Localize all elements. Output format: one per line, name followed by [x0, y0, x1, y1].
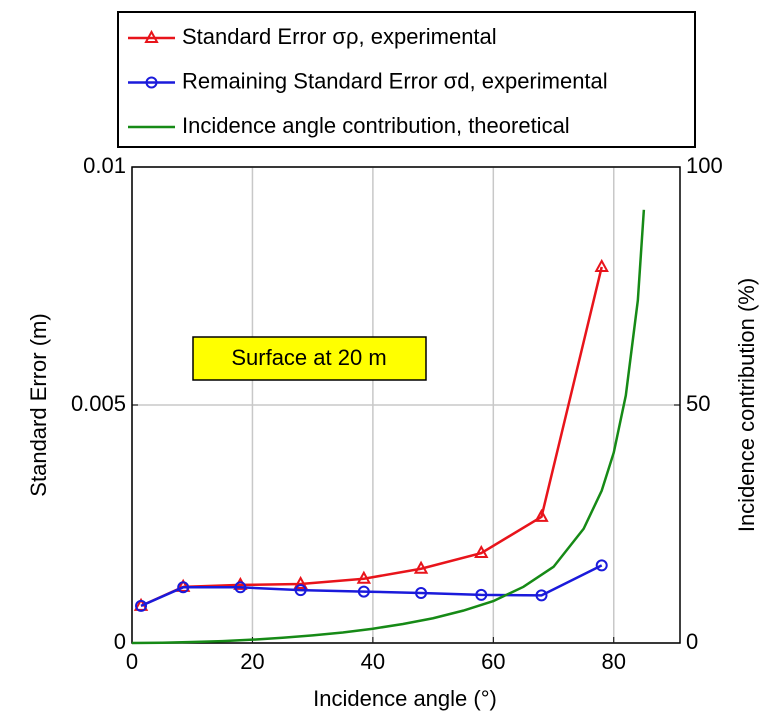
- series-line: [140, 564, 603, 608]
- legend-label: Standard Error σρ, experimental: [182, 24, 497, 49]
- marker: [293, 575, 308, 589]
- legend-label: Remaining Standard Error σd, experimenta…: [182, 68, 608, 93]
- y-axis-label: Standard Error (m): [26, 313, 51, 496]
- x-axis-label: Incidence angle (°): [313, 686, 497, 711]
- marker: [535, 589, 548, 602]
- x-tick-label: 80: [602, 649, 626, 674]
- marker: [294, 584, 307, 597]
- marker: [144, 29, 159, 43]
- y2-tick-label: 50: [686, 391, 710, 416]
- series-line: [131, 209, 646, 645]
- marker: [415, 587, 428, 600]
- marker: [474, 544, 489, 559]
- y2-axis-label: Incidence contribution (%): [734, 278, 759, 532]
- annotation: Surface at 20 m: [231, 345, 386, 370]
- annotation-box: [192, 336, 427, 381]
- axes-frame: [131, 166, 681, 644]
- marker: [357, 585, 370, 598]
- y2-tick-label: 0: [686, 629, 698, 654]
- marker: [594, 258, 609, 272]
- x-tick-label: 40: [361, 649, 385, 674]
- marker: [175, 578, 191, 592]
- marker: [413, 560, 429, 574]
- y-tick-label: 0.01: [83, 153, 126, 178]
- marker: [595, 559, 608, 572]
- marker: [177, 581, 190, 594]
- x-tick-label: 0: [126, 649, 138, 674]
- marker: [135, 599, 148, 612]
- y-tick-label: 0.005: [71, 391, 126, 416]
- legend-label: Incidence angle contribution, theoretica…: [182, 113, 570, 138]
- marker: [356, 570, 372, 584]
- marker: [145, 76, 158, 89]
- x-tick-label: 20: [240, 649, 264, 674]
- x-tick-label: 60: [481, 649, 505, 674]
- legend-box: [117, 11, 696, 148]
- y-tick-label: 0: [114, 629, 126, 654]
- y2-tick-label: 100: [686, 153, 723, 178]
- marker: [234, 581, 247, 594]
- marker: [475, 588, 488, 601]
- marker: [534, 508, 549, 522]
